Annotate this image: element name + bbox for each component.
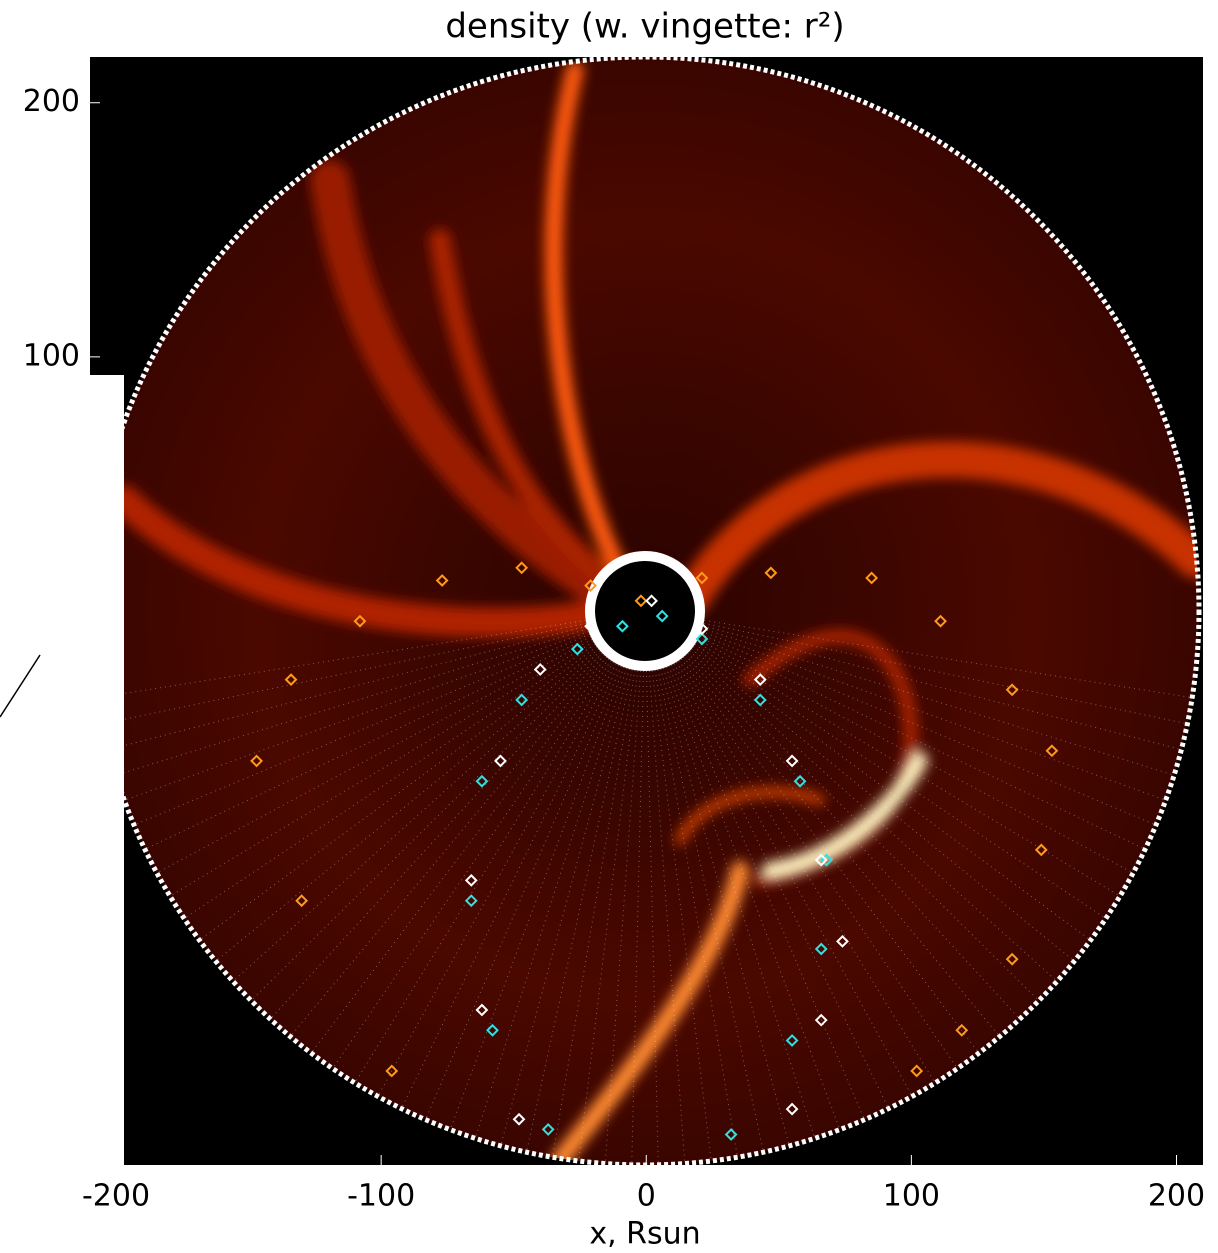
diamond-marker	[753, 673, 767, 687]
diamond-marker	[615, 619, 629, 633]
diamond-marker	[515, 561, 529, 575]
diamond-marker	[695, 571, 709, 585]
diamond-marker	[655, 609, 669, 623]
x-tick-label: 0	[637, 1179, 656, 1214]
diamond-marker	[910, 1064, 924, 1078]
diamond-marker	[724, 1128, 738, 1141]
diamond-marker	[584, 619, 598, 633]
y-tick-label: 200	[23, 84, 80, 119]
diamond-marker	[955, 1023, 969, 1037]
diamond-marker	[1005, 683, 1019, 697]
diamond-marker	[284, 673, 298, 687]
density-arms	[124, 61, 1199, 1165]
x-axis-label: x, Rsun	[589, 1217, 700, 1252]
diamond-marker	[353, 614, 367, 628]
diamond-marker	[865, 571, 879, 585]
diamond-marker	[475, 774, 489, 788]
diamond-marker	[250, 754, 263, 768]
diamond-marker	[753, 693, 767, 707]
diamond-marker	[695, 622, 709, 636]
diamond-marker	[464, 873, 478, 887]
diamond-marker	[634, 594, 648, 608]
diamond-marker	[486, 1023, 499, 1037]
x-tick-label: 100	[883, 1179, 940, 1214]
diamond-marker	[1005, 952, 1019, 966]
diamond-marker	[435, 574, 449, 587]
diamond-marker	[934, 614, 947, 628]
diamond-marker	[793, 774, 807, 788]
diamond-marker	[785, 754, 799, 768]
chart-title: density (w. vingette: r²)	[445, 7, 844, 47]
marks	[250, 561, 1059, 1141]
diamond-marker	[385, 1064, 399, 1078]
diamond-marker	[533, 663, 547, 676]
diamond-marker	[836, 934, 849, 948]
diamond-marker	[785, 1034, 799, 1047]
sun-disk	[585, 551, 705, 671]
diamond-marker	[695, 632, 709, 646]
diamond-marker	[570, 642, 584, 656]
diamond-marker	[814, 853, 828, 867]
outer-boundary	[88, 54, 1202, 1168]
diamond-marker	[764, 566, 778, 580]
diamond-marker	[785, 1102, 799, 1116]
x-tick-label: 200	[1148, 1179, 1205, 1214]
diamond-marker	[464, 894, 478, 908]
diamond-marker	[515, 693, 529, 707]
diamond-marker	[494, 754, 507, 768]
diamond-marker	[1034, 843, 1048, 857]
diamond-marker	[814, 1013, 828, 1027]
diamond-marker	[1045, 744, 1059, 758]
stray-line	[0, 654, 41, 718]
diamond-marker	[295, 894, 309, 908]
x-tick-label: -200	[82, 1179, 150, 1214]
diamond-marker	[512, 1112, 526, 1126]
x-tick-label: -100	[347, 1179, 415, 1214]
diamond-marker	[645, 594, 658, 608]
diamond-marker	[541, 1123, 555, 1136]
y-tick-label: 100	[23, 338, 80, 373]
diamond-marker	[814, 942, 828, 956]
diamond-marker	[584, 579, 598, 593]
diamond-marker	[475, 1003, 489, 1017]
